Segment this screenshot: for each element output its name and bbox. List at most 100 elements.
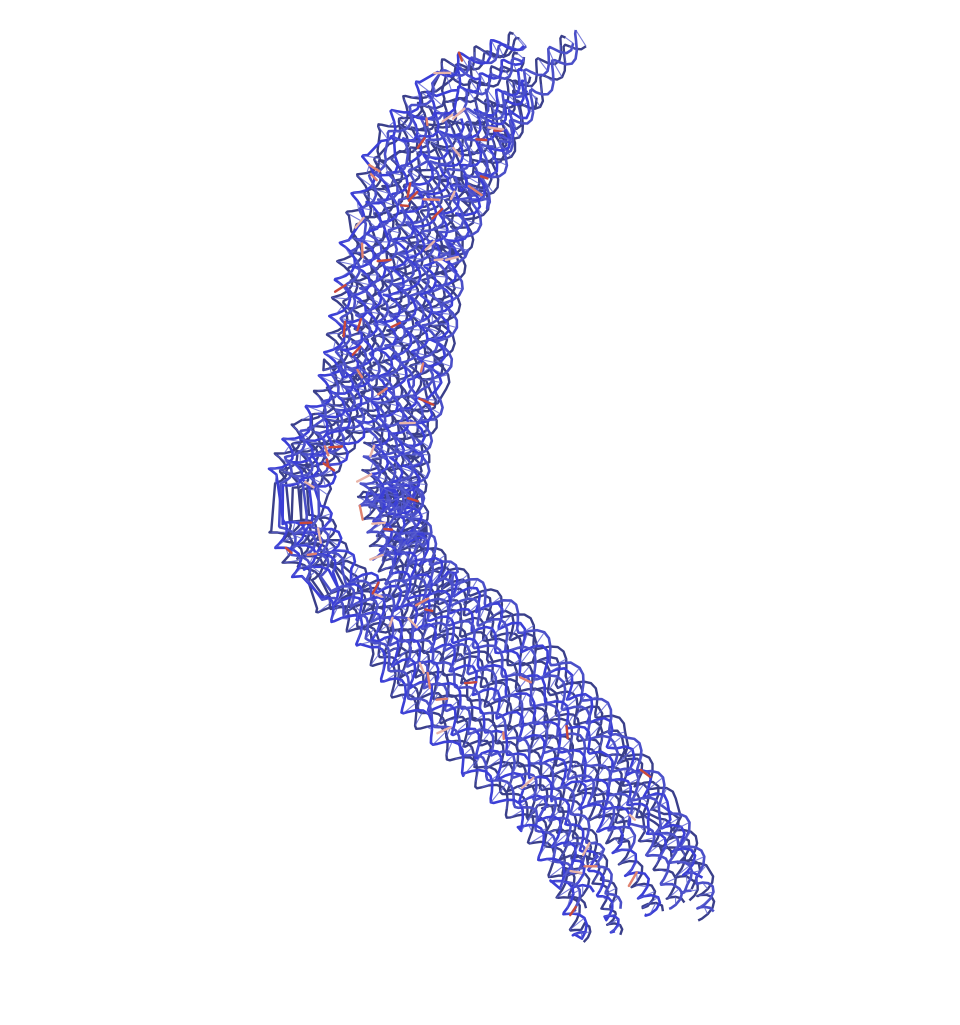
base-pair-rung	[387, 604, 395, 608]
base-pair-rung	[490, 40, 501, 58]
base-pair-rung	[516, 737, 522, 747]
base-pair-rung	[685, 876, 688, 885]
base-pair-rung	[405, 530, 412, 539]
base-pair-rung	[377, 310, 387, 317]
base-pair-rung	[377, 125, 389, 141]
base-pair-rung	[386, 209, 396, 219]
base-pair-rung	[392, 383, 401, 389]
base-pair-rung	[295, 525, 311, 534]
base-pair-rung	[486, 645, 496, 660]
base-pair-rung	[557, 860, 565, 863]
base-pair-rung	[495, 732, 504, 744]
base-pair-rung	[324, 352, 341, 362]
base-pair-rung	[391, 159, 405, 170]
base-pair-rung	[659, 846, 668, 857]
base-pair-rung	[648, 776, 664, 790]
base-pair-rung	[291, 521, 296, 533]
base-pair-rung	[499, 102, 505, 107]
base-pair-rung	[551, 832, 568, 848]
base-pair-rung	[321, 564, 327, 572]
base-pair-rung	[317, 600, 333, 613]
base-pair-rung	[425, 404, 441, 415]
base-pair-rung	[518, 75, 521, 85]
highlighted-residue	[431, 207, 444, 220]
base-pair-rung	[434, 617, 442, 620]
base-pair-rung	[325, 411, 337, 417]
base-pair-rung	[412, 290, 425, 296]
base-pair-rung	[345, 304, 352, 312]
highlighted-residue	[452, 146, 462, 158]
base-pair-rung	[444, 274, 449, 285]
base-pair-rung	[398, 253, 417, 257]
base-pair-rung	[304, 454, 312, 465]
base-pair-rung	[354, 605, 361, 612]
base-pair-rung	[505, 696, 510, 703]
base-pair-rung	[427, 155, 440, 158]
base-pair-rung	[611, 756, 626, 772]
base-pair-rung	[379, 535, 391, 538]
base-pair-rung	[335, 409, 350, 419]
highlighted-residue	[377, 387, 388, 396]
base-pair-rung	[475, 769, 480, 782]
base-pair-rung	[350, 279, 371, 286]
base-pair-rung	[449, 674, 455, 676]
base-pair-rung	[359, 610, 374, 618]
base-pair-rung	[383, 187, 394, 199]
base-pair-rung	[533, 631, 545, 649]
base-pair-rung	[413, 490, 419, 499]
base-pair-rung	[675, 836, 683, 850]
base-pair-rung	[518, 802, 527, 809]
base-pair-rung	[362, 289, 372, 299]
base-pair-rung	[431, 83, 437, 92]
base-pair-rung	[300, 438, 320, 444]
base-pair-rung	[339, 271, 350, 279]
base-pair-rung	[376, 531, 379, 542]
highlighted-residue	[467, 184, 483, 197]
base-pair-rung	[479, 73, 487, 86]
base-pair-rung	[474, 597, 479, 605]
base-pair-rung	[400, 591, 414, 608]
base-pair-rung	[346, 618, 362, 632]
base-pair-rung	[296, 555, 302, 561]
base-pair-rung	[444, 284, 463, 290]
base-pair-rung	[431, 591, 439, 595]
base-pair-rung	[565, 797, 575, 801]
base-pair-rung	[551, 60, 563, 78]
base-pair-rung	[339, 368, 358, 372]
base-pair-rung	[350, 429, 365, 433]
base-pair-rung	[307, 472, 312, 479]
base-pair-rung	[636, 803, 643, 814]
base-pair-rung	[467, 89, 476, 101]
base-pair-rung	[373, 285, 381, 293]
base-pair-rung	[500, 65, 503, 71]
base-pair-rung	[371, 251, 374, 260]
base-pair-rung	[371, 355, 380, 362]
base-pair-rung	[449, 588, 461, 605]
highlighted-residue	[569, 869, 583, 875]
base-pair-rung	[435, 630, 448, 640]
base-pair-rung	[627, 793, 638, 805]
base-pair-rung	[361, 408, 377, 421]
base-pair-rung	[589, 840, 598, 844]
base-pair-rung	[465, 141, 475, 155]
base-pair-rung	[544, 75, 554, 83]
base-pair-rung	[353, 192, 369, 194]
highlighted-residue	[436, 726, 452, 735]
base-pair-rung	[511, 762, 519, 776]
base-pair-rung	[481, 782, 493, 788]
base-pair-rung	[390, 446, 404, 451]
base-pair-rung	[483, 766, 487, 771]
base-pair-rung	[329, 539, 339, 547]
base-pair-rung	[586, 828, 589, 835]
base-pair-rung	[439, 213, 453, 222]
base-pair-rung	[556, 720, 569, 735]
base-pair-rung	[326, 423, 331, 431]
base-pair-rung	[399, 124, 415, 140]
base-pair-rung	[413, 453, 430, 456]
base-pair-rung	[280, 478, 287, 484]
highlighted-residue	[406, 497, 419, 503]
base-pair-rung	[395, 461, 398, 469]
base-pair-rung	[477, 158, 487, 162]
